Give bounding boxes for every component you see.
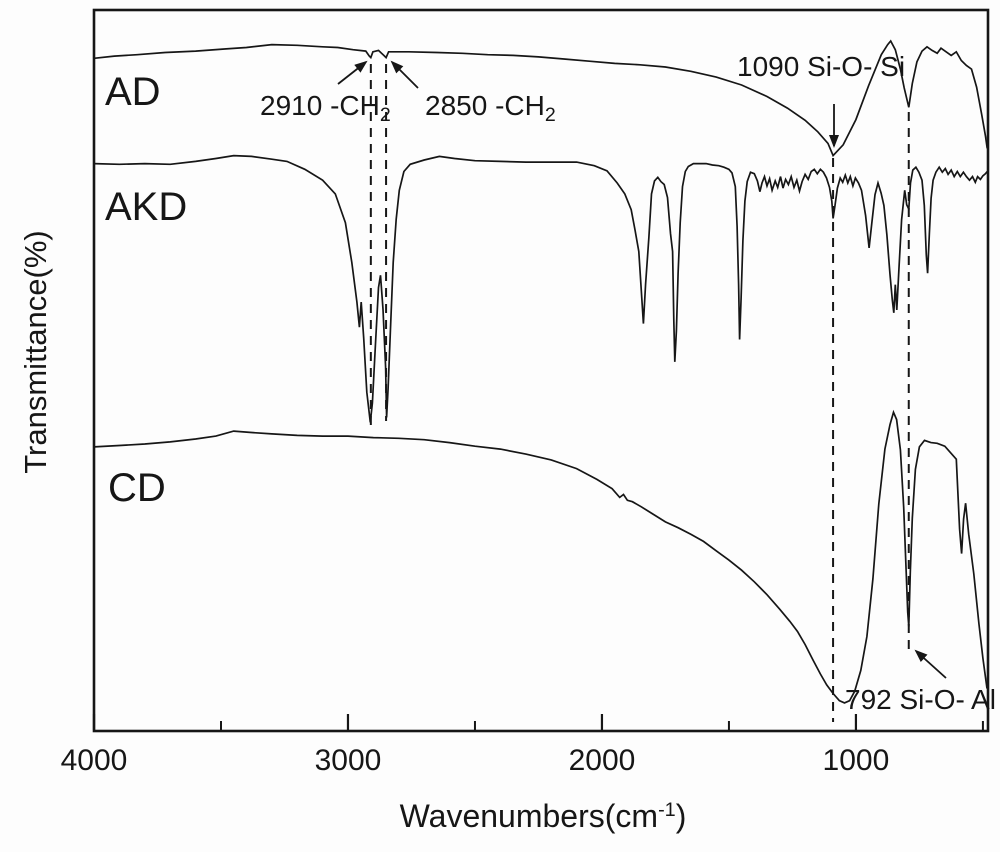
peak-2850-annotation: 2850 -CH2 <box>425 90 556 125</box>
peak-792-annotation-text: 792 Si-O- Al <box>845 684 996 715</box>
x-tick-label-1000: 1000 <box>822 744 890 777</box>
x-tick-label-3000: 3000 <box>314 744 382 777</box>
x-axis-title: Wavenumbers(cm-1) <box>400 798 687 835</box>
x-tick-label-4000: 4000 <box>60 744 128 777</box>
peak-792-arrow <box>914 649 947 679</box>
series-label-cd: CD <box>108 466 166 510</box>
peak-792-annotation: 792 Si-O- Al <box>845 686 996 714</box>
peak-2850-annotation-text: 2850 -CH <box>425 90 545 121</box>
akd-spectrum-curve <box>93 154 988 423</box>
peak-2910-annotation-subscript: 2 <box>379 103 391 126</box>
peak-2910-annotation: 2910 -CH2 <box>260 90 391 125</box>
x-axis-title-main: Wavenumbers(cm <box>399 798 659 834</box>
peak-2910-annotation-text: 2910 -CH <box>260 90 380 121</box>
peak-2910-arrow <box>337 60 368 85</box>
x-axis-title-close: ) <box>675 798 687 834</box>
peak-1090-annotation-text: 1090 Si-O- Si <box>737 51 906 82</box>
x-axis-title-superscript: -1 <box>658 799 676 822</box>
y-axis-title: Transmittance(%) <box>18 230 53 474</box>
series-label-ad: AD <box>105 70 161 114</box>
cd-spectrum-curve <box>93 409 988 704</box>
plot-border <box>92 8 990 733</box>
peak-2850-arrow <box>390 60 419 89</box>
ad-spectrum-curve <box>93 39 989 158</box>
peak-1090-annotation: 1090 Si-O- Si <box>737 53 905 81</box>
series-label-akd: AKD <box>105 185 188 229</box>
peak-2850-annotation-subscript: 2 <box>544 103 556 126</box>
x-tick-label-2000: 2000 <box>568 744 636 777</box>
